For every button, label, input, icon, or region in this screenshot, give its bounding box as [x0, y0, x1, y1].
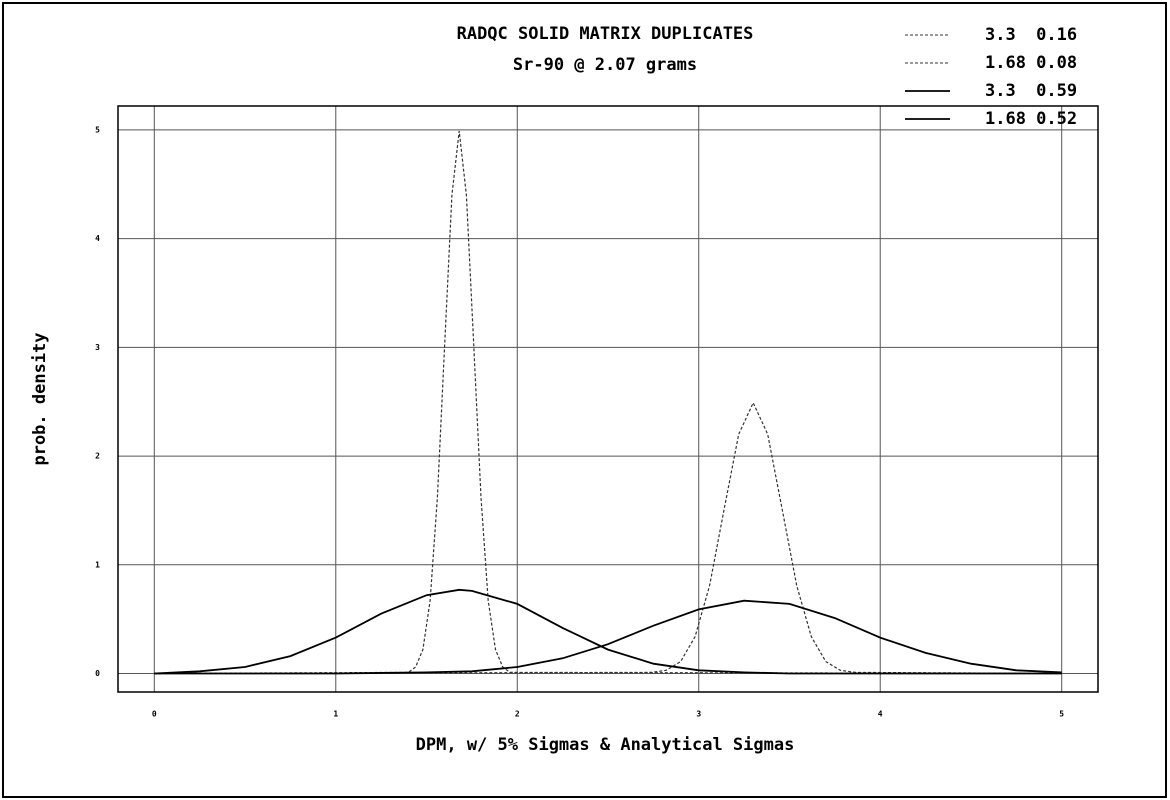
x-tick-label: 2 [515, 710, 520, 719]
line [154, 130, 1062, 675]
line [154, 599, 1062, 675]
y-tick-label: 3 [95, 343, 100, 352]
y-tick-label: 1 [95, 560, 100, 569]
y-axis-label: prob. density [30, 332, 50, 465]
line [154, 588, 1062, 675]
legend-label: 1.68 0.08 [985, 53, 1077, 73]
y-tick-label: 0 [95, 669, 100, 678]
legend-label: 3.3 0.16 [985, 25, 1077, 45]
x-tick-label: 0 [152, 710, 157, 719]
y-tick-label: 5 [95, 125, 100, 134]
x-tick-label: 4 [878, 710, 883, 719]
y-tick-label: 2 [95, 452, 100, 461]
x-axis-label: DPM, w/ 5% Sigmas & Analytical Sigmas [416, 735, 795, 755]
legend-label: 3.3 0.59 [985, 81, 1077, 101]
legend-label: 1.68 0.52 [985, 109, 1077, 129]
x-tick-label: 5 [1059, 710, 1064, 719]
chart-title: RADQC SOLID MATRIX DUPLICATES [457, 24, 754, 44]
line [154, 401, 1062, 675]
chart-subtitle: Sr-90 @ 2.07 grams [513, 55, 697, 75]
x-tick-label: 3 [696, 710, 701, 719]
plot-area [117, 105, 1099, 693]
y-tick-label: 4 [95, 234, 100, 243]
x-tick-label: 1 [333, 710, 338, 719]
